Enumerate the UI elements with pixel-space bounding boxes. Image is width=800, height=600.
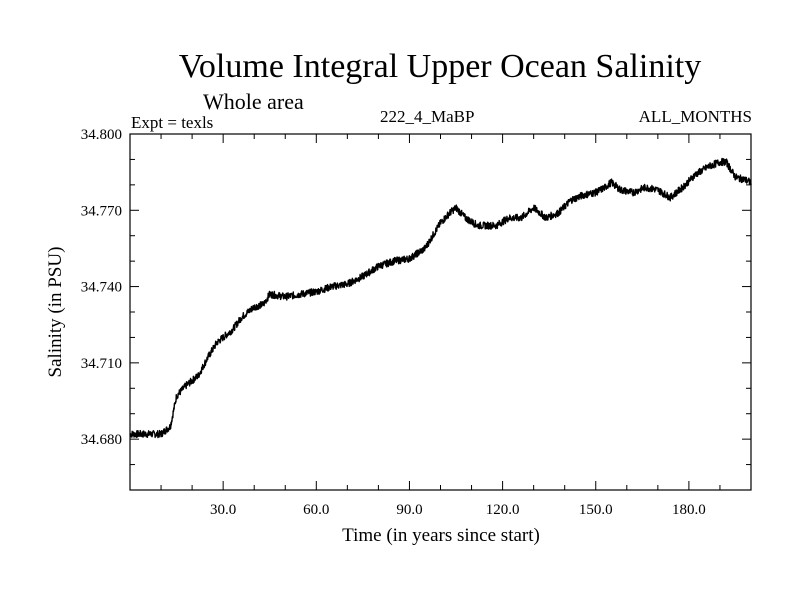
experiment-label: Expt = texls — [131, 113, 214, 132]
x-tick-labels: 30.0 60.0 90.0 120.0 150.0 180.0 — [210, 502, 706, 518]
y-tick-label: 34.770 — [81, 203, 122, 219]
x-axis-label: Time (in years since start) — [342, 525, 540, 546]
y-tick-label: 34.710 — [81, 356, 122, 372]
x-tick-label: 120.0 — [486, 502, 520, 518]
x-tick-label: 180.0 — [672, 502, 706, 518]
y-tick-label: 34.740 — [81, 280, 122, 296]
chart-title: Volume Integral Upper Ocean Salinity — [178, 48, 702, 85]
y-tick-label: 34.800 — [81, 127, 122, 143]
x-tick-label: 60.0 — [303, 502, 329, 518]
x-tick-label: 150.0 — [579, 502, 613, 518]
months-label: ALL_MONTHS — [638, 107, 752, 126]
salinity-series-line — [129, 157, 752, 439]
y-tick-label: 34.680 — [81, 432, 122, 448]
run-id-label: 222_4_MaBP — [380, 107, 475, 126]
y-tick-labels: 34.680 34.710 34.740 34.770 34.800 — [81, 127, 122, 448]
axis-ticks — [130, 134, 751, 490]
chart-subtitle: Whole area — [203, 89, 304, 114]
y-axis-label: Salinity (in PSU) — [45, 247, 66, 378]
x-tick-label: 90.0 — [396, 502, 422, 518]
x-tick-label: 30.0 — [210, 502, 236, 518]
